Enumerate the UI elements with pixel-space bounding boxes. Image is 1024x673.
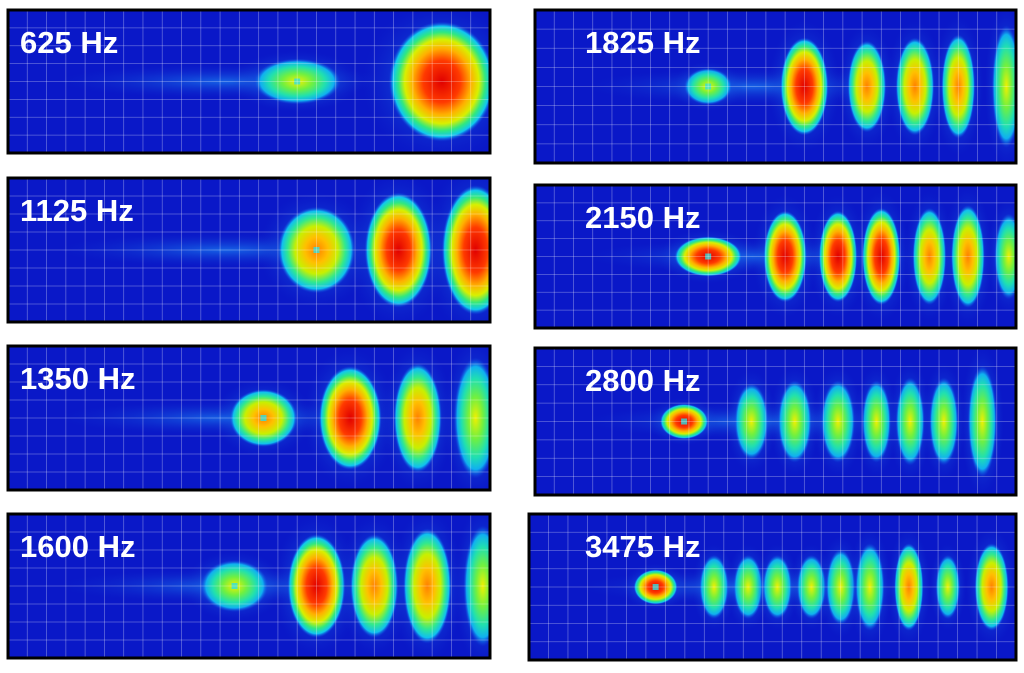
panel-label: 625 Hz bbox=[20, 25, 118, 60]
source-dot bbox=[260, 415, 267, 421]
panel-border bbox=[6, 8, 492, 155]
field-lobe bbox=[734, 383, 769, 460]
field-lobe bbox=[364, 192, 433, 308]
field-lobe bbox=[941, 34, 976, 139]
field-lobe bbox=[895, 377, 925, 466]
field-lobe bbox=[974, 543, 1009, 631]
panel-field bbox=[8, 514, 490, 658]
panel-label: 1350 Hz bbox=[20, 361, 135, 396]
panel-label: 1600 Hz bbox=[20, 529, 135, 564]
field-lobe bbox=[441, 185, 490, 315]
field-lobe bbox=[821, 380, 855, 463]
source-dot bbox=[705, 83, 712, 90]
field-lobe bbox=[818, 210, 858, 303]
panel-label: 1125 Hz bbox=[20, 193, 134, 228]
field-lobe bbox=[318, 366, 382, 470]
panel-label: 3475 Hz bbox=[585, 529, 700, 564]
panel: 2800 Hz bbox=[533, 346, 1018, 497]
field-lobe bbox=[403, 528, 452, 644]
field-lobe bbox=[912, 207, 947, 306]
panel-border bbox=[6, 176, 492, 324]
panel: 1600 Hz bbox=[6, 512, 492, 660]
panel: 1125 Hz bbox=[6, 176, 492, 324]
panel-field bbox=[535, 348, 1016, 495]
panel-field bbox=[8, 346, 490, 490]
panel-label: 2800 Hz bbox=[585, 363, 700, 398]
panel: 3475 Hz bbox=[527, 512, 1018, 662]
panel: 625 Hz bbox=[6, 8, 492, 155]
panel-border bbox=[533, 8, 1018, 165]
panel-field bbox=[8, 178, 490, 322]
source-dot bbox=[652, 584, 659, 590]
panel-border bbox=[527, 512, 1018, 662]
field-lobe bbox=[453, 357, 490, 479]
source-dot bbox=[231, 583, 238, 589]
field-lobe bbox=[847, 40, 887, 133]
field-lobe bbox=[463, 525, 490, 647]
field-lobe bbox=[780, 37, 829, 136]
field-lobe bbox=[350, 534, 399, 638]
panel-field bbox=[535, 185, 1016, 328]
source-dot bbox=[294, 78, 301, 85]
field-lobe bbox=[388, 21, 490, 142]
field-lobe bbox=[287, 534, 346, 638]
field-lobe bbox=[929, 377, 959, 466]
panel-field bbox=[8, 10, 490, 153]
field-lobe bbox=[699, 554, 729, 620]
field-lobe bbox=[894, 543, 924, 631]
field-lobe bbox=[762, 554, 792, 620]
field-lobe bbox=[895, 37, 935, 136]
field-lobe bbox=[991, 25, 1016, 148]
panel-field bbox=[529, 514, 1016, 660]
panel: 1350 Hz bbox=[6, 344, 492, 492]
panel: 2150 Hz bbox=[533, 183, 1018, 330]
field-lobe bbox=[862, 380, 891, 463]
field-lobe bbox=[826, 549, 856, 625]
panel: 1825 Hz bbox=[533, 8, 1018, 165]
panel-border bbox=[6, 344, 492, 492]
source-dot bbox=[313, 247, 320, 253]
field-lobe bbox=[935, 554, 960, 620]
field-lobe bbox=[855, 543, 885, 631]
field-lobe bbox=[796, 554, 827, 620]
source-dot bbox=[705, 253, 712, 260]
field-lobe bbox=[777, 380, 812, 463]
field-lobe bbox=[763, 210, 807, 303]
source-dot bbox=[681, 418, 688, 425]
panel-border bbox=[533, 183, 1018, 330]
field-lobe bbox=[862, 207, 901, 306]
field-lobe bbox=[967, 365, 997, 478]
panel-border bbox=[533, 346, 1018, 497]
field-lobe bbox=[393, 363, 442, 473]
panel-label: 1825 Hz bbox=[585, 25, 700, 60]
field-lobe bbox=[994, 213, 1016, 300]
panel-label: 2150 Hz bbox=[585, 200, 700, 235]
field-lobe bbox=[733, 554, 763, 620]
panel-border bbox=[6, 512, 492, 660]
field-lobe bbox=[951, 205, 985, 308]
panel-field bbox=[535, 10, 1016, 163]
